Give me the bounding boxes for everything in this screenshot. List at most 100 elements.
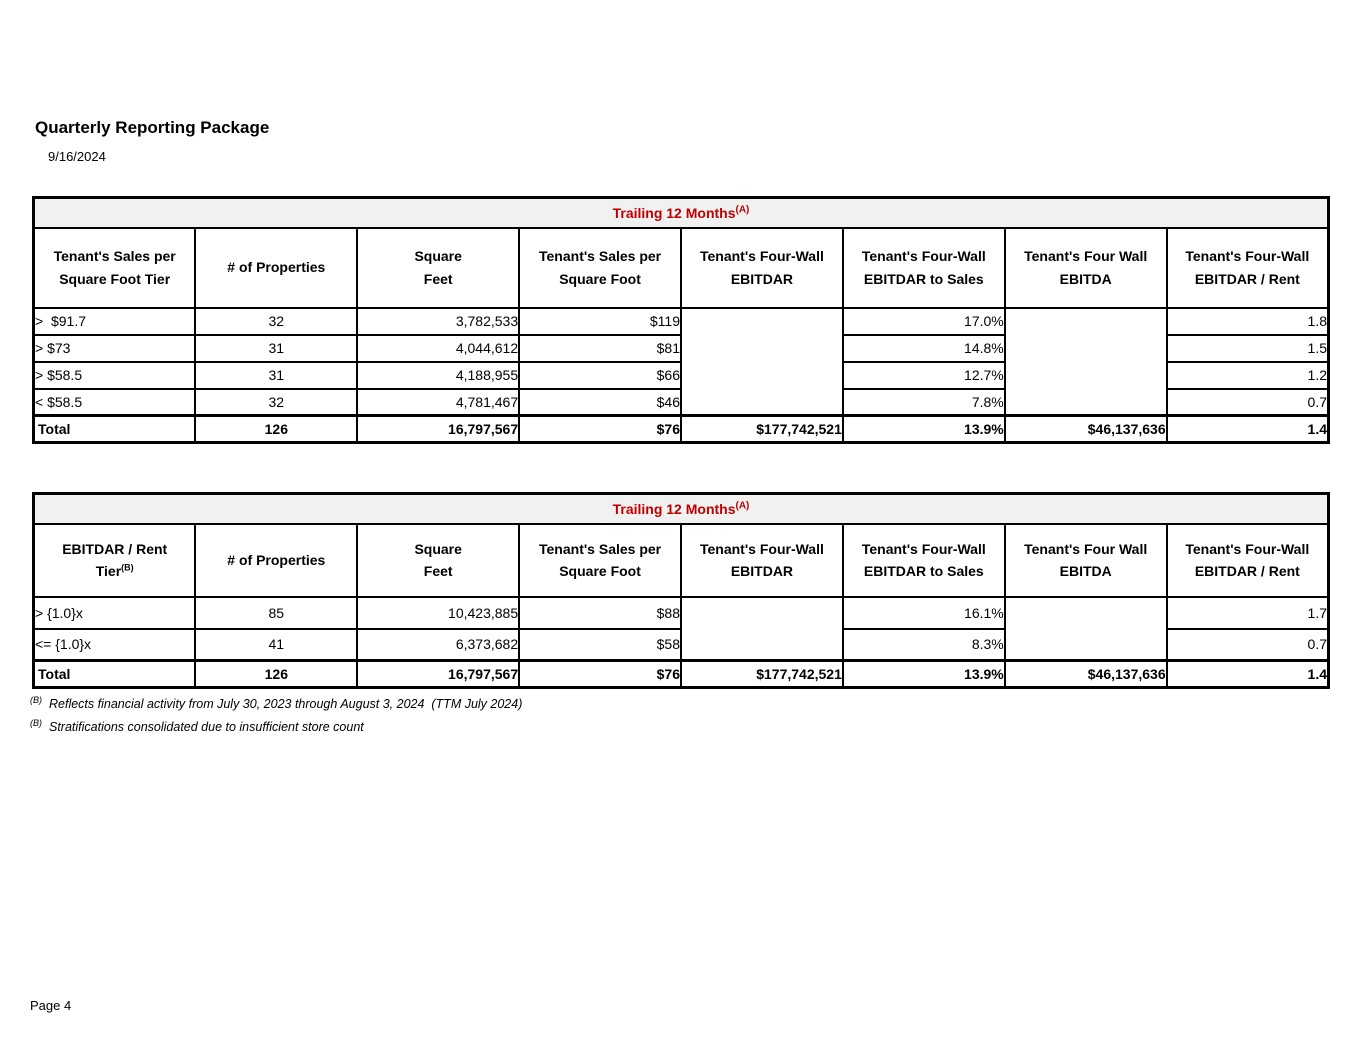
column-header-row: Tenant's Sales per Square Foot Tier # of … xyxy=(32,226,1330,309)
total-row: Total 126 16,797,567 $76 $177,742,521 13… xyxy=(32,414,1330,444)
ebitdar-rent-cell: 1.2 xyxy=(1165,360,1330,390)
column-header-sales-per-sqft: Tenant's Sales per Square Foot xyxy=(518,226,682,309)
column-header-properties: # of Properties xyxy=(194,522,359,598)
total-label-cell: Total xyxy=(32,659,197,689)
footnote-marker: (B) xyxy=(30,717,42,728)
footnote-line: (B) Stratifications consolidated due to i… xyxy=(30,717,522,734)
ebitdar-to-sales-cell: 7.8% xyxy=(841,387,1006,417)
square-feet-cell: 4,188,955 xyxy=(356,360,521,390)
ebitdar-rent-cell: 1.8 xyxy=(1165,306,1330,336)
ebitdar-to-sales-cell: 12.7% xyxy=(841,360,1006,390)
total-ebitda-cell: $46,137,636 xyxy=(1003,414,1168,444)
table-row: > {1.0}x 85 10,423,885 $88 16.1% 1.7 xyxy=(32,595,1330,662)
total-row: Total 126 16,797,567 $76 $177,742,521 13… xyxy=(32,659,1330,689)
table-row: > $91.7 32 3,782,533 $119 17.0% 1.8 xyxy=(32,306,1330,417)
tier-cell: > $91.7 xyxy=(32,306,197,336)
properties-cell: 32 xyxy=(194,306,359,336)
tier-cell: <= {1.0}x xyxy=(32,627,197,662)
square-feet-cell: 4,044,612 xyxy=(356,333,521,363)
column-header-ebitda: Tenant's Four Wall EBITDA xyxy=(1003,522,1168,598)
column-header-tier: Tenant's Sales per Square Foot Tier xyxy=(32,226,197,309)
column-header-ebitdar-to-sales: Tenant's Four-Wall EBITDAR to Sales xyxy=(841,522,1006,598)
table-row: <= {1.0}x 41 6,373,682 $58 8.3% 0.7 xyxy=(32,627,1330,662)
sales-per-sqft-cell: $119 xyxy=(518,306,682,336)
total-properties-cell: 126 xyxy=(194,414,359,444)
tier-cell: > $58.5 xyxy=(32,360,197,390)
ebitdar-rent-cell: 0.7 xyxy=(1165,387,1330,417)
properties-cell: 31 xyxy=(194,360,359,390)
column-header-square-feet: Square Feet xyxy=(356,522,521,598)
total-square-feet-cell: 16,797,567 xyxy=(356,414,521,444)
ebitda-merged-blank-cell xyxy=(1003,595,1168,662)
table-row: > $58.5 31 4,188,955 $66 12.7% 1.2 xyxy=(32,360,1330,390)
table-banner-row: Trailing 12 Months(A) xyxy=(32,196,1330,229)
column-header-ebitdar-rent: Tenant's Four-Wall EBITDAR / Rent xyxy=(1165,522,1330,598)
total-square-feet-cell: 16,797,567 xyxy=(356,659,521,689)
total-ebitdar-to-sales-cell: 13.9% xyxy=(841,414,1006,444)
banner-text: Trailing 12 Months xyxy=(612,500,736,517)
ebitdar-to-sales-cell: 16.1% xyxy=(841,595,1006,630)
column-header-sales-per-sqft: Tenant's Sales per Square Foot xyxy=(518,522,682,598)
total-label-cell: Total xyxy=(32,414,197,444)
square-feet-cell: 4,781,467 xyxy=(356,387,521,417)
sales-per-sqft-cell: $58 xyxy=(518,627,682,662)
footnotes: (B) Reflects financial activity from July… xyxy=(30,694,523,743)
report-date: 9/16/2024 xyxy=(48,149,106,164)
total-ebitdar-cell: $177,742,521 xyxy=(680,414,844,444)
properties-cell: 85 xyxy=(194,595,359,630)
properties-cell: 31 xyxy=(194,333,359,363)
footnote-text: Stratifications consolidated due to insu… xyxy=(49,720,364,734)
properties-cell: 32 xyxy=(194,387,359,417)
total-sales-per-sqft-cell: $76 xyxy=(518,414,682,444)
total-properties-cell: 126 xyxy=(194,659,359,689)
column-header-properties: # of Properties xyxy=(194,226,359,309)
sales-per-sqft-cell: $88 xyxy=(518,595,682,630)
column-header-row: EBITDAR / Rent Tier(B) # of Properties Sq… xyxy=(32,522,1330,598)
ebitdar-merged-blank-cell xyxy=(680,595,844,662)
ebitdar-rent-cell: 1.7 xyxy=(1165,595,1330,630)
table-banner-row: Trailing 12 Months(A) xyxy=(32,492,1330,525)
page-number: Page 4 xyxy=(30,998,72,1013)
banner-footnote-ref: (A) xyxy=(735,500,750,512)
tier-cell: > {1.0}x xyxy=(32,595,197,630)
banner-text: Trailing 12 Months xyxy=(612,204,736,221)
tier-cell: < $58.5 xyxy=(32,387,197,417)
sales-per-sqft-tier-table: Trailing 12 Months(A) Tenant's Sales per… xyxy=(32,196,1330,444)
square-feet-cell: 10,423,885 xyxy=(356,595,521,630)
column-header-ebitdar: Tenant's Four-Wall EBITDAR xyxy=(680,522,844,598)
header-footnote-ref: (B) xyxy=(121,562,134,573)
total-ebitdar-cell: $177,742,521 xyxy=(680,659,844,689)
footnote-marker: (B) xyxy=(30,694,42,705)
banner-footnote-ref: (A) xyxy=(735,204,750,216)
column-header-ebitdar-rent: Tenant's Four-Wall EBITDAR / Rent xyxy=(1165,226,1330,309)
ebitdar-rent-tier-table: Trailing 12 Months(A) EBITDAR / Rent Tier… xyxy=(32,492,1330,689)
sales-per-sqft-cell: $81 xyxy=(518,333,682,363)
table-banner: Trailing 12 Months(A) xyxy=(32,196,1330,229)
square-feet-cell: 3,782,533 xyxy=(356,306,521,336)
page-title: Quarterly Reporting Package xyxy=(35,118,270,137)
footnote-line: (B) Reflects financial activity from July… xyxy=(30,694,523,711)
ebitdar-to-sales-cell: 14.8% xyxy=(841,333,1006,363)
column-header-ebitdar-to-sales: Tenant's Four-Wall EBITDAR to Sales xyxy=(841,226,1006,309)
total-sales-per-sqft-cell: $76 xyxy=(518,659,682,689)
ebitdar-rent-cell: 1.5 xyxy=(1165,333,1330,363)
total-ebitdar-rent-cell: 1.4 xyxy=(1165,659,1330,689)
column-header-ebitdar-rent-tier: EBITDAR / Rent Tier(B) xyxy=(32,522,197,598)
square-feet-cell: 6,373,682 xyxy=(356,627,521,662)
ebitdar-merged-blank-cell xyxy=(680,306,844,417)
ebitdar-rent-cell: 0.7 xyxy=(1165,627,1330,662)
total-ebitdar-to-sales-cell: 13.9% xyxy=(841,659,1006,689)
ebitdar-to-sales-cell: 17.0% xyxy=(841,306,1006,336)
sales-per-sqft-cell: $66 xyxy=(518,360,682,390)
total-ebitdar-rent-cell: 1.4 xyxy=(1165,414,1330,444)
column-header-ebitdar: Tenant's Four-Wall EBITDAR xyxy=(680,226,844,309)
footnote-text: Reflects financial activity from July 30… xyxy=(49,697,523,711)
sales-per-sqft-cell: $46 xyxy=(518,387,682,417)
column-header-ebitda: Tenant's Four Wall EBITDA xyxy=(1003,226,1168,309)
tier-cell: > $73 xyxy=(32,333,197,363)
ebitdar-to-sales-cell: 8.3% xyxy=(841,627,1006,662)
table-banner: Trailing 12 Months(A) xyxy=(32,492,1330,525)
table-row: > $73 31 4,044,612 $81 14.8% 1.5 xyxy=(32,333,1330,363)
ebitda-merged-blank-cell xyxy=(1003,306,1168,417)
